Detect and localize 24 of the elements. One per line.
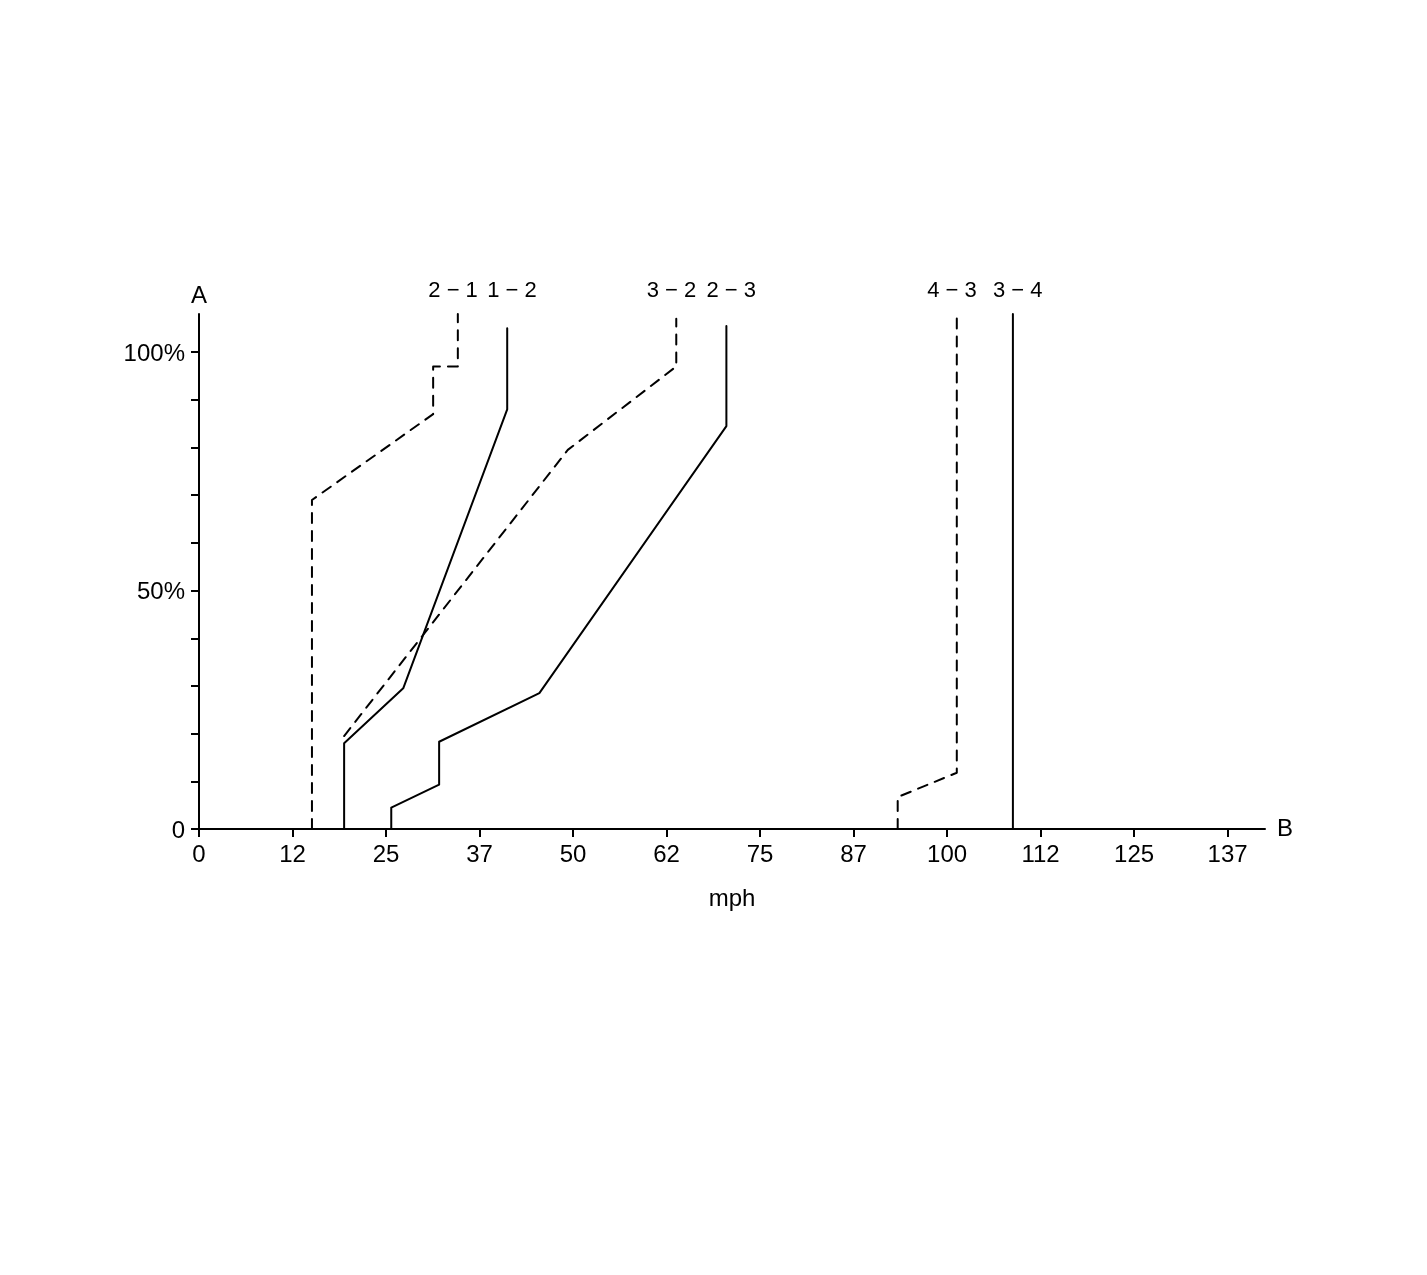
series-label: 1 − 2	[487, 276, 537, 302]
x-tick-label: 0	[192, 839, 206, 867]
x-tick-label: 62	[653, 839, 680, 867]
x-tick-label: 37	[466, 839, 493, 867]
x-axis-title: mph	[708, 883, 756, 911]
series-label: 3 − 2	[646, 276, 697, 302]
y-tick-label: 50%	[136, 577, 185, 605]
series-label: 2 − 1	[428, 276, 478, 302]
y-tick-label: 0	[171, 815, 185, 843]
x-tick-label: 25	[372, 839, 400, 867]
x-tick-label: 125	[1114, 839, 1155, 867]
x-tick-label: 100	[927, 839, 968, 867]
series-label: 2 − 3	[706, 276, 756, 302]
x-tick-label: 50	[559, 839, 587, 867]
text: B	[1277, 813, 1294, 841]
x-tick-label: 87	[840, 839, 867, 867]
series-label: 3 − 4	[992, 276, 1043, 302]
x-tick-label: 75	[746, 839, 774, 867]
x-tick-label: 112	[1021, 839, 1060, 867]
y-axis-title: A	[190, 280, 208, 308]
x-tick-label: 137	[1207, 839, 1248, 867]
series-label: 4 − 3	[927, 276, 977, 302]
x-tick-label: 12	[279, 839, 306, 867]
y-tick-label: 100%	[123, 338, 185, 366]
